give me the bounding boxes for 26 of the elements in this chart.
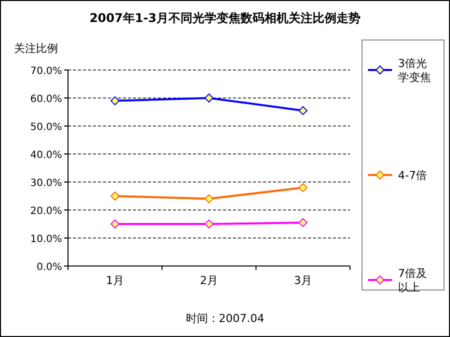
point: [298, 106, 308, 116]
point: [110, 192, 120, 200]
legend-label: 4-7倍: [398, 169, 427, 182]
point: [204, 94, 214, 102]
legend-label: 7倍及以上: [398, 267, 427, 294]
point: [204, 194, 214, 204]
y-tick-label: 30.0%: [30, 178, 62, 189]
y-tick-label: 10.0%: [30, 234, 62, 245]
y-tick-label: 70.0%: [30, 66, 62, 77]
y-axis-title: 关注比例: [14, 42, 58, 55]
point: [204, 220, 214, 228]
point: [298, 218, 308, 228]
y-tick-label: 0.0%: [36, 262, 62, 273]
y-tick-label: 60.0%: [30, 94, 62, 105]
point: [110, 220, 120, 228]
chart-title: 2007年1-3月不同光学变焦数码相机关注比例走势: [89, 11, 361, 25]
y-tick-label: 20.0%: [30, 206, 62, 217]
text: 时间：2007.04: [186, 312, 264, 325]
legend-label: 3倍光学变焦: [398, 57, 431, 84]
x-tick-label: 1月: [106, 274, 124, 287]
point: [110, 96, 120, 106]
y-tick-label: 50.0%: [30, 122, 62, 133]
point: [298, 183, 308, 192]
x-tick-label: 3月: [294, 274, 312, 287]
x-tick-label: 2月: [200, 274, 218, 287]
y-tick-label: 40.0%: [30, 150, 62, 161]
